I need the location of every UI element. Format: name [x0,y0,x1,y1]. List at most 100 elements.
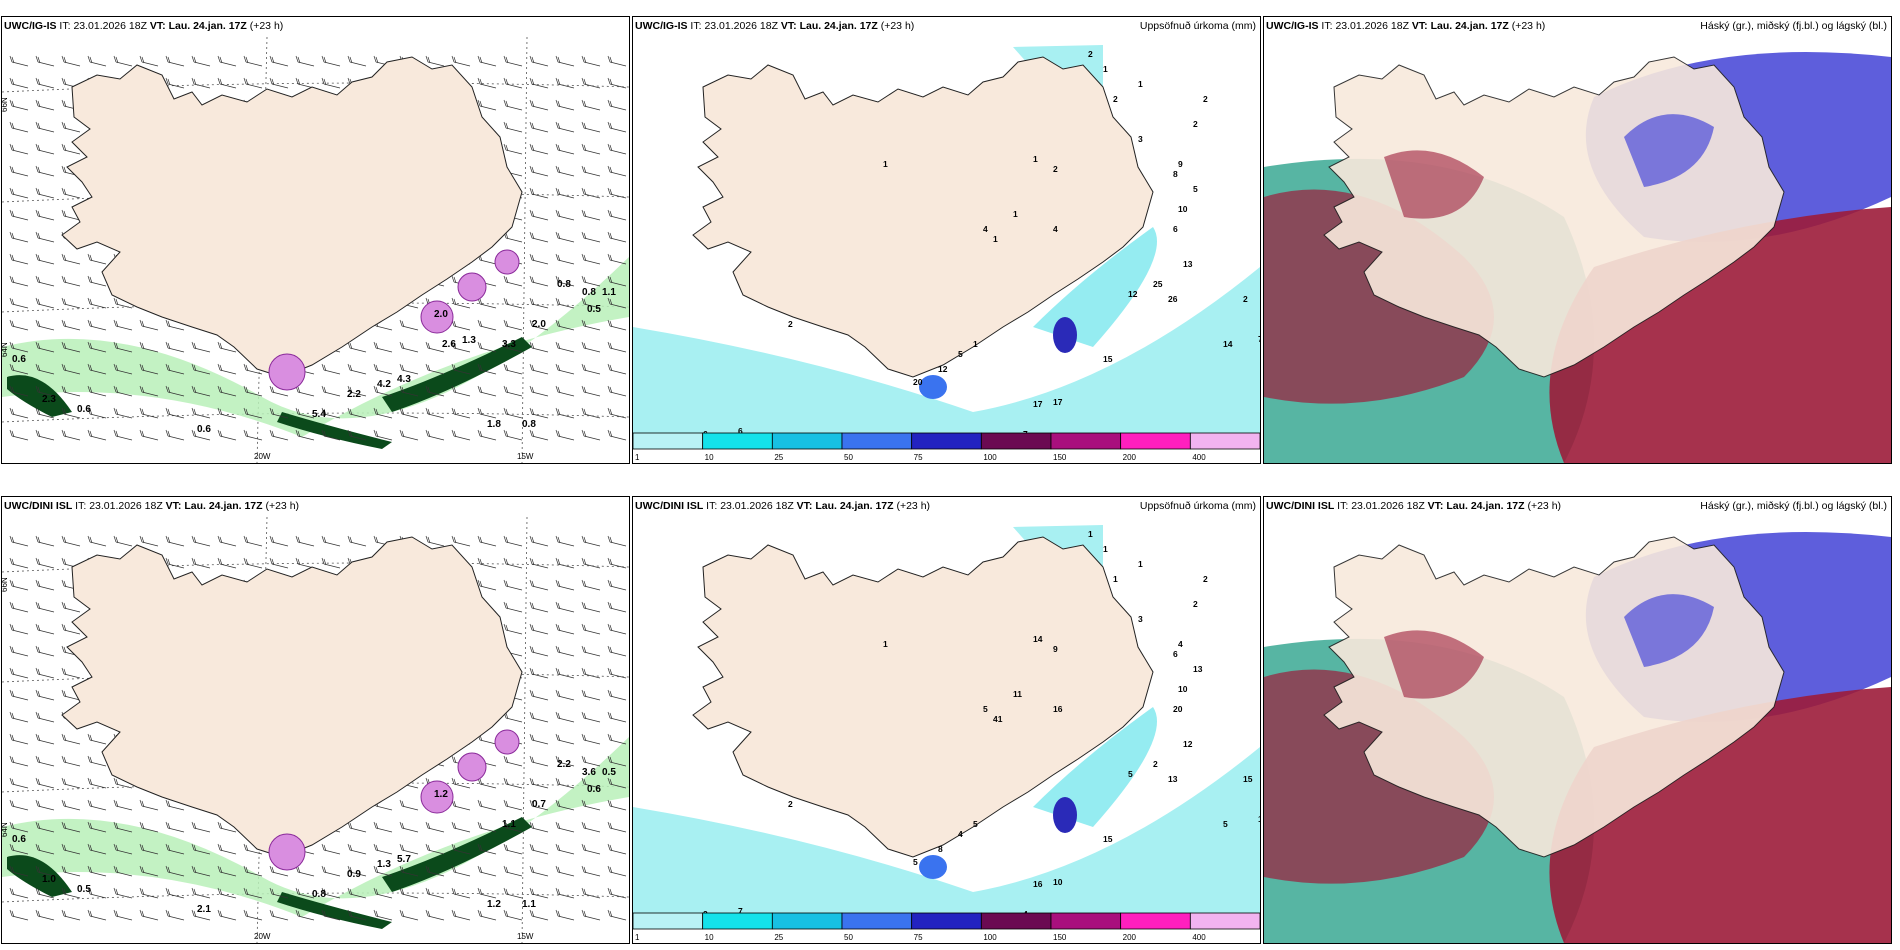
wind-barb [87,843,107,855]
wind-barb [529,755,549,767]
wind-barb [399,909,419,921]
wind-barb [607,689,627,701]
wind-barb [35,77,55,89]
wind-barb [607,601,627,613]
wind-barb [87,319,107,331]
lead-time: (+23 h) [1527,500,1562,512]
wind-barb [555,535,575,547]
wind-barb [503,319,523,331]
iceland-land [692,536,1154,858]
wind-barb [165,887,185,899]
wind-barb [9,623,29,635]
wind-barb [581,209,601,221]
wind-barb [139,55,159,67]
wind-barb [581,253,601,265]
wind-barb [87,253,107,265]
wind-barb [529,231,549,243]
valid-time-label: VT: [149,20,166,32]
wind-barb [555,799,575,811]
wind-barb [373,821,393,833]
precip-value-label: 0.6 [12,354,26,365]
legend-tick-label: 25 [774,933,783,942]
wind-barb [607,407,627,419]
high-cloud-area [1384,630,1484,699]
precip-core [382,337,532,412]
wind-barb [35,363,55,375]
wind-barb [607,887,627,899]
wind-barb [555,121,575,133]
precip-max [1053,797,1077,833]
wind-barb [191,363,211,375]
wind-barb [529,99,549,111]
precip-value-label: 1 [993,234,998,244]
precip-value-label: 13 [1183,259,1193,269]
wind-barb [243,429,263,441]
wind-barb [35,865,55,877]
wind-barb [269,407,289,419]
wind-barb [113,341,133,353]
wind-barb [35,187,55,199]
precip-value-label: 1.1 [522,899,536,910]
wind-barb [581,535,601,547]
wind-barb [529,689,549,701]
wind-barb [477,55,497,67]
wind-barb [477,909,497,921]
wind-barb [9,231,29,243]
wind-barb [113,799,133,811]
init-time: 23.01.2026 18Z [1351,500,1425,512]
legend-tick-label: 1 [635,453,640,462]
model-name: UWC/IG-IS [1266,20,1319,32]
legend-swatch [771,432,843,450]
precip-value-label: 5 [1128,769,1133,779]
wind-barb [581,407,601,419]
wind-barb [529,55,549,67]
wind-barb [35,385,55,397]
wind-barb [113,363,133,375]
wind-barb [321,407,341,419]
precip-value-label: 4 [958,829,963,839]
precip-value-label: 3 [1138,614,1143,624]
wind-barb [61,209,81,221]
wind-barb [35,209,55,221]
wind-barb [113,777,133,789]
panel-header: UWC/DINI ISL IT: 23.01.2026 18Z VT: Lau.… [635,500,1256,514]
wind-barb [529,209,549,221]
wind-barb [581,843,601,855]
wind-barb [35,579,55,591]
wind-barb [61,887,81,899]
wind-barb [607,319,627,331]
wind-barb [243,363,263,375]
wind-barb [581,755,601,767]
wind-barb [555,601,575,613]
wind-barb [295,407,315,419]
wind-barb [529,165,549,177]
wind-barb [581,579,601,591]
wind-barb [9,407,29,419]
wind-barb [477,821,497,833]
wind-barb [451,821,471,833]
wind-barb [165,535,185,547]
convective-cell [494,729,520,755]
precip-value-label: 2 [1153,759,1158,769]
wind-barb [217,865,237,877]
init-time: 23.01.2026 18Z [1335,20,1409,32]
precip-value-label: 13 [1193,664,1203,674]
precip-value-label: 0.7 [532,799,546,810]
wind-barb [321,385,341,397]
wind-barb [87,363,107,375]
wind-barb [61,821,81,833]
valid-time-label: VT: [1411,20,1428,32]
wind-barb [399,821,419,833]
precip-value-label: 26 [1168,294,1178,304]
wind-barb [87,407,107,419]
precip-value-label: 1 [1103,544,1108,554]
wind-barb [529,579,549,591]
wind-barb [607,165,627,177]
wind-barb [243,909,263,921]
precip-area-inland [1033,707,1157,827]
wind-barb [503,887,523,899]
wind-barb [61,275,81,287]
init-time-label: IT: [1321,20,1333,32]
panel-wind: UWC/IG-IS IT: 23.01.2026 18Z VT: Lau. 24… [1,16,630,464]
wind-barb [581,231,601,243]
